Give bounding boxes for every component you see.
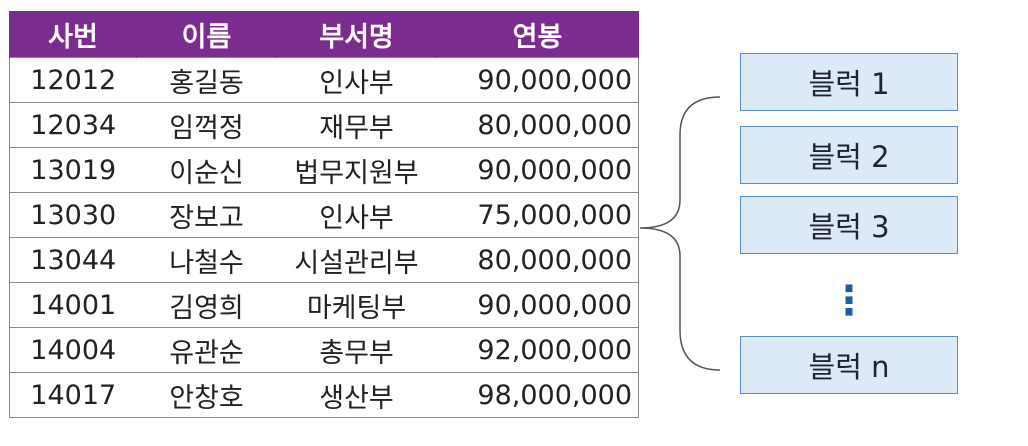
- block-label: 블럭 n: [808, 350, 890, 384]
- block-label: 블럭 2: [808, 140, 890, 174]
- cell-name: 이순신: [136, 147, 277, 193]
- cell-salary: 98,000,000: [436, 372, 639, 418]
- cell-salary: 75,000,000: [436, 192, 639, 238]
- block-label: 블럭 3: [808, 210, 890, 244]
- cell-salary: 92,000,000: [436, 327, 639, 373]
- table-header-row: 사번 이름 부서명 연봉: [9, 11, 639, 58]
- cell-department: 마케팅부: [276, 282, 437, 328]
- employee-table: 사번 이름 부서명 연봉 12012 홍길동 인사부 90,000,000 12…: [9, 11, 639, 418]
- cell-department: 시설관리부: [276, 237, 437, 283]
- cell-employee-id: 12034: [9, 102, 137, 148]
- cell-department: 인사부: [276, 192, 437, 238]
- cell-employee-id: 12012: [9, 57, 137, 103]
- cell-name: 임꺽정: [136, 102, 277, 148]
- table-row: 14004 유관순 총무부 92,000,000: [9, 327, 639, 373]
- cell-salary: 90,000,000: [436, 57, 639, 103]
- table-row: 12034 임꺽정 재무부 80,000,000: [9, 102, 639, 148]
- cell-employee-id: 14001: [9, 282, 137, 328]
- cell-name: 나철수: [136, 237, 277, 283]
- block-n: 블럭 n: [740, 336, 958, 394]
- block-1: 블럭 1: [740, 53, 958, 111]
- cell-name: 유관순: [136, 327, 277, 373]
- cell-name: 안창호: [136, 372, 277, 418]
- cell-employee-id: 13030: [9, 192, 137, 238]
- vertical-ellipsis-icon: ⋮: [829, 278, 869, 324]
- header-employee-id: 사번: [9, 11, 137, 58]
- table-row: 14017 안창호 생산부 98,000,000: [9, 372, 639, 418]
- cell-employee-id: 14017: [9, 372, 137, 418]
- table-row: 14001 김영희 마케팅부 90,000,000: [9, 282, 639, 328]
- block-3: 블럭 3: [740, 196, 958, 254]
- table-row: 13030 장보고 인사부 75,000,000: [9, 192, 639, 238]
- cell-name: 장보고: [136, 192, 277, 238]
- cell-department: 재무부: [276, 102, 437, 148]
- cell-salary: 80,000,000: [436, 102, 639, 148]
- cell-name: 홍길동: [136, 57, 277, 103]
- cell-department: 생산부: [276, 372, 437, 418]
- cell-department: 법무지원부: [276, 147, 437, 193]
- cell-employee-id: 13019: [9, 147, 137, 193]
- header-salary: 연봉: [436, 11, 639, 58]
- cell-name: 김영희: [136, 282, 277, 328]
- cell-employee-id: 14004: [9, 327, 137, 373]
- table-row: 13019 이순신 법무지원부 90,000,000: [9, 147, 639, 193]
- table-row: 12012 홍길동 인사부 90,000,000: [9, 57, 639, 103]
- block-label: 블럭 1: [808, 67, 890, 101]
- cell-salary: 90,000,000: [436, 282, 639, 328]
- brace-path: [639, 96, 721, 371]
- block-2: 블럭 2: [740, 126, 958, 184]
- cell-department: 인사부: [276, 57, 437, 103]
- cell-salary: 90,000,000: [436, 147, 639, 193]
- header-name: 이름: [136, 11, 277, 58]
- header-department: 부서명: [276, 11, 437, 58]
